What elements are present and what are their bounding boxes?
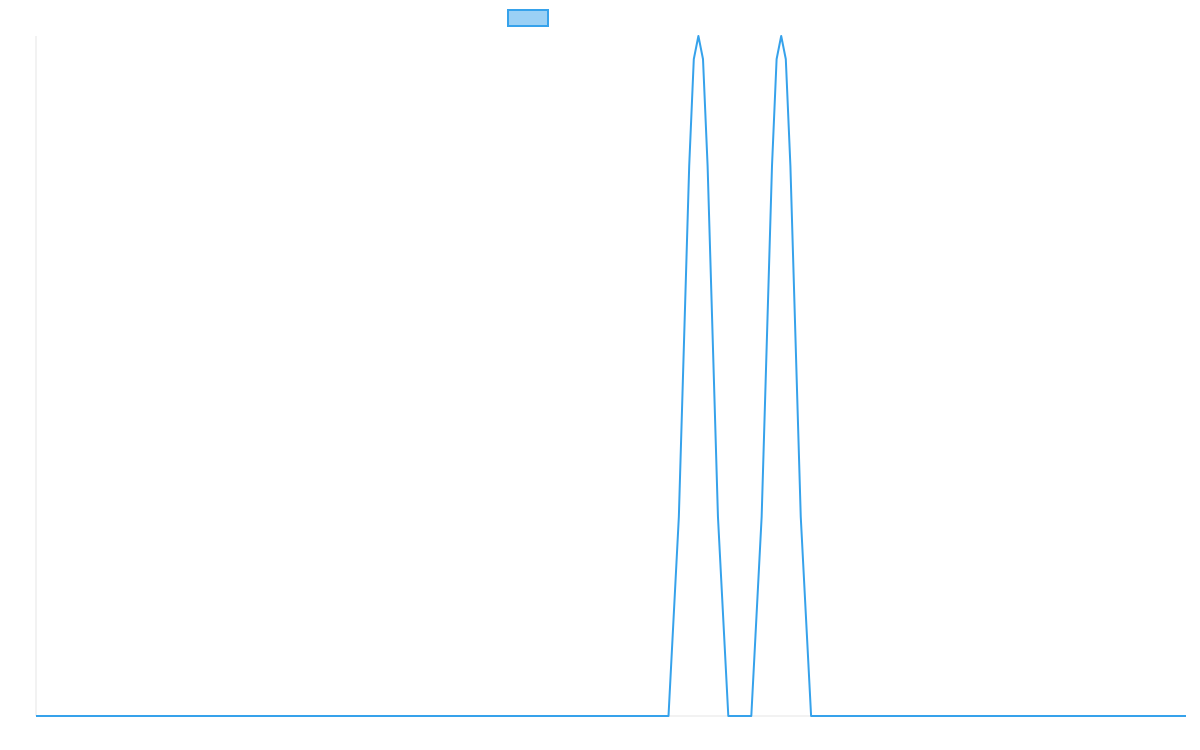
series-line-0	[36, 35, 1186, 717]
legend[interactable]	[507, 9, 549, 27]
legend-swatch[interactable]	[507, 9, 549, 27]
chart-axes	[35, 36, 1186, 717]
series-layer	[36, 35, 1186, 717]
